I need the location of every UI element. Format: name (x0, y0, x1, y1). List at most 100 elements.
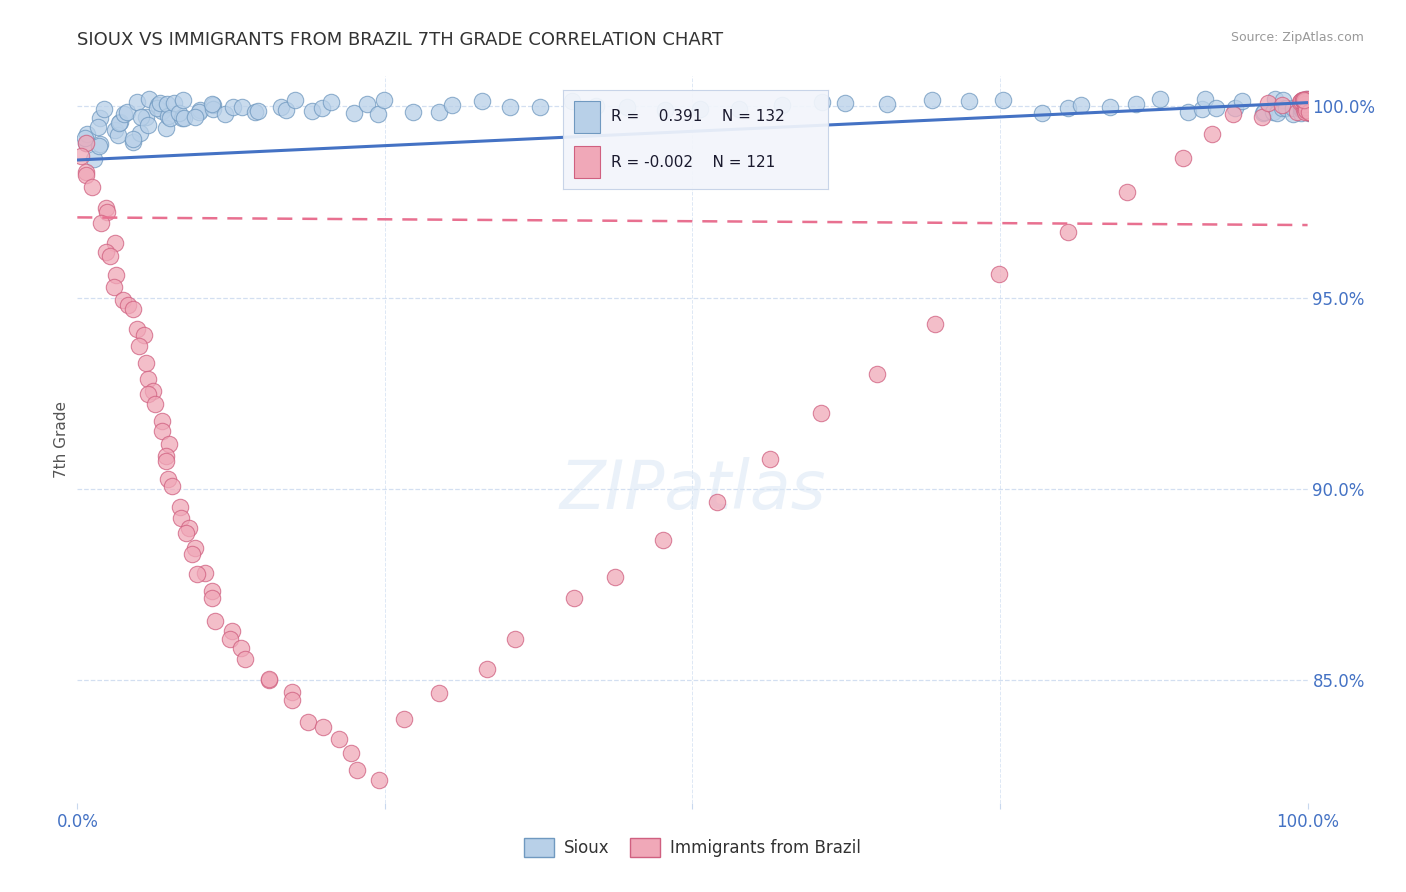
Point (75, 168, 97, 182)
Point (1263, 105, 1285, 120)
Point (503, 632, 526, 647)
Point (1294, 93, 1316, 107)
Point (1299, 92, 1322, 106)
Point (1298, 105, 1320, 120)
Point (107, 128, 129, 142)
Point (169, 105, 191, 120)
Point (605, 570, 627, 584)
Point (770, 98, 793, 112)
Point (1222, 107, 1244, 121)
Point (810, 406, 832, 420)
Point (402, 105, 425, 120)
Point (1294, 94, 1316, 108)
Point (1298, 100, 1320, 114)
Point (1057, 225, 1080, 239)
Point (1171, 151, 1194, 165)
Point (243, 104, 266, 119)
Point (1295, 94, 1317, 108)
Point (86, 120, 108, 134)
Point (1289, 95, 1312, 110)
Point (1301, 97, 1323, 112)
Point (96, 205, 118, 219)
Point (689, 102, 711, 116)
Point (1225, 101, 1247, 115)
Point (1031, 106, 1053, 120)
Point (156, 96, 179, 111)
Point (157, 436, 180, 450)
Point (121, 131, 143, 145)
Point (924, 317, 946, 331)
Point (1292, 93, 1315, 107)
Point (1303, 99, 1326, 113)
Point (321, 95, 343, 109)
Point (1299, 100, 1322, 114)
Point (1291, 98, 1313, 112)
Point (1296, 99, 1319, 113)
Point (301, 104, 323, 119)
Point (1205, 101, 1227, 115)
Point (1295, 92, 1317, 106)
Point (1298, 104, 1320, 119)
Point (1295, 103, 1317, 117)
Point (104, 235, 127, 250)
Text: ZIPatlas: ZIPatlas (560, 458, 825, 524)
Point (1299, 96, 1322, 111)
Point (367, 107, 389, 121)
Point (150, 414, 173, 428)
Point (169, 500, 191, 515)
Point (274, 103, 297, 118)
Point (311, 101, 333, 115)
Legend: Sioux, Immigrants from Brazil: Sioux, Immigrants from Brazil (517, 831, 868, 863)
Point (75, 165, 97, 179)
Point (346, 763, 368, 777)
Point (1299, 106, 1322, 120)
Point (188, 103, 211, 118)
Point (90, 216, 112, 230)
Point (1299, 96, 1322, 111)
Point (284, 93, 307, 107)
Point (148, 98, 170, 112)
Point (991, 93, 1014, 107)
Point (1296, 105, 1319, 120)
Point (1294, 103, 1316, 117)
Point (1070, 98, 1092, 112)
Point (125, 321, 148, 335)
Point (1296, 103, 1319, 118)
Point (1291, 94, 1313, 108)
Text: Source: ZipAtlas.com: Source: ZipAtlas.com (1230, 31, 1364, 45)
Point (83, 152, 105, 166)
Point (150, 104, 173, 119)
Point (1295, 100, 1317, 114)
Point (706, 495, 728, 509)
Point (1289, 94, 1312, 108)
Point (155, 121, 177, 136)
Point (1056, 101, 1078, 115)
Point (1282, 106, 1305, 120)
Point (270, 100, 292, 114)
Point (122, 136, 145, 150)
Point (1299, 103, 1322, 117)
Point (727, 102, 749, 116)
Point (183, 541, 205, 555)
Point (187, 104, 209, 119)
Point (231, 100, 253, 114)
Point (1301, 95, 1323, 109)
Point (1294, 96, 1316, 111)
Point (117, 105, 139, 120)
Point (179, 520, 201, 534)
Point (146, 101, 169, 115)
Point (170, 112, 193, 126)
Point (75, 136, 97, 151)
Point (616, 100, 638, 114)
Point (1282, 101, 1305, 115)
Point (1298, 99, 1320, 113)
Point (297, 715, 319, 730)
Point (1271, 94, 1294, 108)
Point (159, 112, 181, 126)
Point (427, 686, 450, 700)
Point (135, 110, 157, 124)
Point (107, 115, 129, 129)
Point (201, 591, 224, 605)
Point (94, 202, 117, 216)
Point (1303, 105, 1326, 120)
